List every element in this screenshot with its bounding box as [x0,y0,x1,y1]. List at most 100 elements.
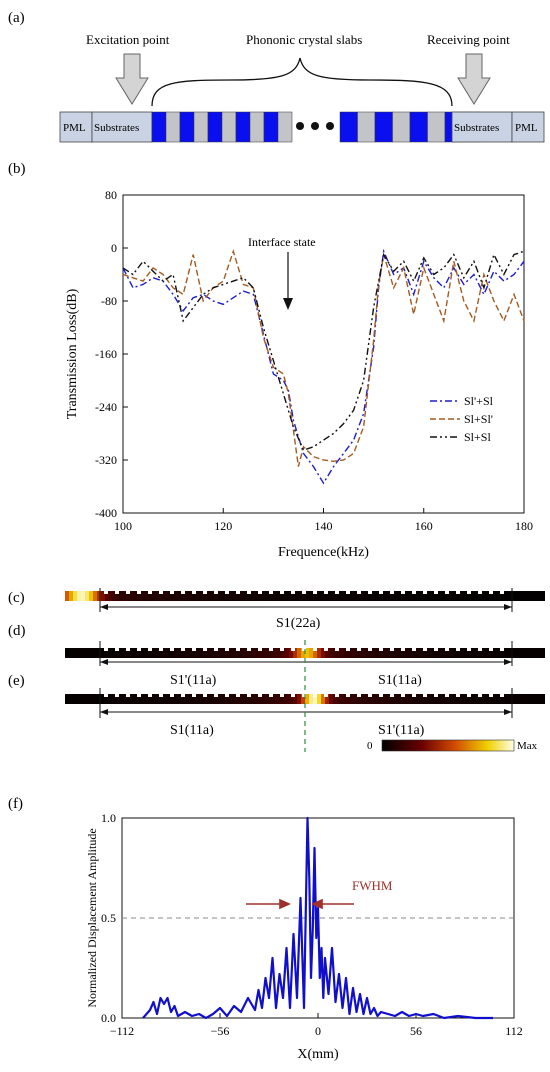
field-cell [477,648,481,658]
field-cell [513,694,517,704]
field-cell [345,591,349,601]
field-cell [221,648,225,658]
field-cell [129,648,133,658]
field-cell [177,591,181,601]
field-cell [457,591,461,601]
field-cell [385,591,389,601]
field-cell [441,591,445,601]
panel-e-label: (e) [8,673,25,689]
field-cell [433,648,437,658]
field-notch [335,694,339,697]
x-tick-label: 120 [214,519,232,533]
field-cell [221,694,225,704]
field-cell [301,591,305,601]
crystal-cell [235,111,251,143]
field-cell [69,648,73,658]
field-notch [346,648,350,651]
field-cell [285,648,289,658]
field-cell [321,591,325,601]
field-cell [197,648,201,658]
field-cell [105,591,109,601]
field-notch [467,648,471,651]
field-cell [273,694,277,704]
field-cell [401,694,405,704]
crystal-cell [179,111,195,143]
field-cell [481,648,485,658]
field-cell [333,648,337,658]
ellipsis-dot [311,122,319,130]
field-cell [453,694,457,704]
field-notch [500,591,504,594]
field-cell [209,648,213,658]
field-cell [157,591,161,601]
field-cell [129,591,133,601]
field-cell [445,648,449,658]
field-cell [109,648,113,658]
field-notch [115,591,119,594]
field-notch [181,591,185,594]
field-cell [477,694,481,704]
field-cell [485,648,489,658]
field-cell [217,648,221,658]
field-cell [109,694,113,704]
field-cell [305,591,309,601]
fwhm-annotation: FWHM [352,878,393,893]
field-cell [489,591,493,601]
field-cell [329,648,333,658]
x-tick-label: 112 [505,1024,523,1038]
field-cell [265,591,269,601]
displacement-field-c [65,591,545,601]
field-notch [269,591,273,594]
field-cell [253,591,257,601]
field-cell [217,694,221,704]
field-cell [533,591,537,601]
field-cell [253,648,257,658]
field-cell [313,648,317,658]
field-cell [185,591,189,601]
excitation-arrow-icon [115,53,149,105]
field-cell [309,694,313,704]
ellipsis-dot [296,122,304,130]
field-cell [325,591,329,601]
field-cell [161,591,165,601]
crystal-cell [221,111,237,143]
span-marker-e [99,688,513,718]
field-cell [141,694,145,704]
field-cell [253,694,257,704]
field-cell [421,591,425,601]
field-cell [93,591,97,601]
field-cell [157,694,161,704]
field-notch [357,591,361,594]
interface-arrow-head-icon [283,298,293,310]
field-notch [115,648,119,651]
field-cell [393,591,397,601]
field-cell [249,694,253,704]
field-cell [401,648,405,658]
field-notch [247,591,251,594]
field-cell [501,591,505,601]
field-cell [221,591,225,601]
field-notch [126,648,130,651]
field-cell [333,591,337,601]
field-cell [153,591,157,601]
field-cell [89,591,93,601]
substrate-right-label: Substrates [454,122,499,134]
field-cell [469,694,473,704]
field-cell [209,591,213,601]
y-tick-label: 0 [111,241,117,255]
field-cell [441,694,445,704]
field-cell [233,591,237,601]
field-notch [280,648,284,651]
field-cell [265,694,269,704]
field-cell [241,648,245,658]
field-cell [329,591,333,601]
field-cell [245,694,249,704]
field-notch [346,694,350,697]
field-cell [465,591,469,601]
field-cell [377,591,381,601]
field-cell [521,694,525,704]
field-cell [449,694,453,704]
field-cell [113,591,117,601]
field-cell [85,648,89,658]
field-cell [149,694,153,704]
